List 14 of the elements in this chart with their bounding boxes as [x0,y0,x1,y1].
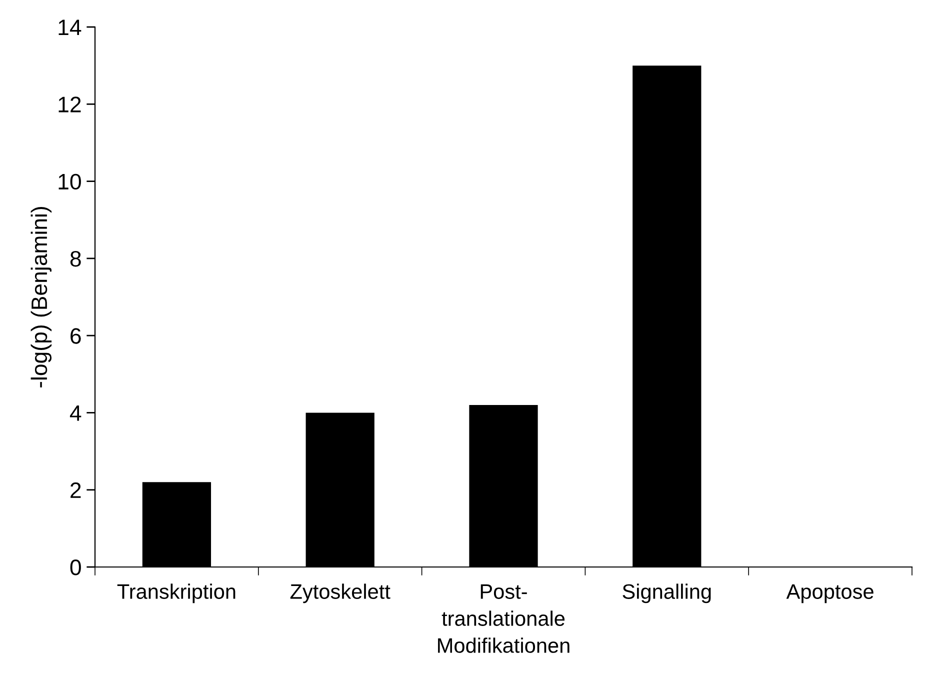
y-tick-label: 12 [58,96,81,112]
x-tick-label: Apoptose [786,584,874,604]
y-tick-label: 4 [70,405,82,421]
y-tick-label: 8 [70,250,81,267]
x-tick-label: Zytoskelett [290,584,390,604]
x-tick-label: Post- translationale Modifikationen [438,584,570,653]
y-tick-label: 0 [70,560,81,576]
x-tick-label: Transkription [117,584,236,604]
y-tick-label: 10 [58,174,81,190]
y-tick-label: 14 [58,20,82,36]
y-tick-label: 6 [70,328,81,344]
y-axis-title: -log(p) (Benjamini) [30,206,52,388]
x-tick-label: Signalling [622,584,711,604]
y-tick-label: 2 [70,482,81,498]
